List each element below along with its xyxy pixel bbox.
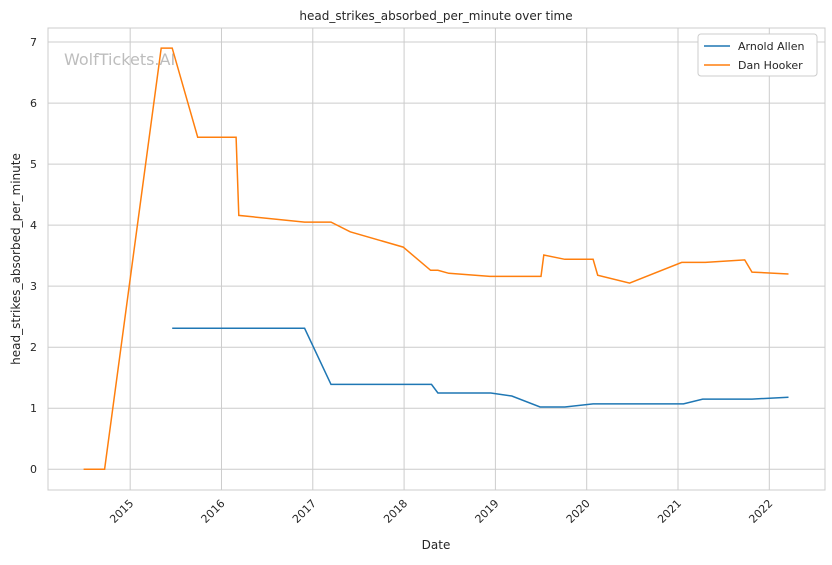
x-tick-label: 2021 <box>655 497 684 526</box>
y-tick-label: 4 <box>30 219 37 232</box>
y-tick-label: 7 <box>30 36 37 49</box>
watermark: WolfTickets.AI <box>64 50 175 69</box>
series-lines <box>83 47 789 470</box>
y-tick-label: 6 <box>30 97 37 110</box>
series-line-dan-hooker <box>83 47 789 470</box>
y-axis-label: head_strikes_absorbed_per_minute <box>9 153 23 365</box>
plot-frame <box>47 27 826 491</box>
series-line-arnold-allen <box>172 327 789 408</box>
y-tick-label: 5 <box>30 158 37 171</box>
legend-label: Dan Hooker <box>738 59 803 72</box>
legend-label: Arnold Allen <box>738 40 804 53</box>
y-tick-label: 3 <box>30 280 37 293</box>
y-tick-label: 2 <box>30 341 37 354</box>
x-tick-label: 2016 <box>199 497 228 526</box>
legend: Arnold Allen Dan Hooker <box>697 33 818 77</box>
x-tick-label: 2019 <box>473 497 502 526</box>
x-tick-label: 2015 <box>107 497 136 526</box>
chart-title: head_strikes_absorbed_per_minute over ti… <box>299 9 572 23</box>
y-tick-label: 0 <box>30 463 37 476</box>
grid <box>48 28 825 490</box>
y-tick-label: 1 <box>30 402 37 415</box>
x-axis-ticks: 2015 2016 2017 2018 2019 2020 2021 2022 <box>107 497 775 526</box>
y-axis-ticks: 0 1 2 3 4 5 6 7 <box>30 36 37 476</box>
x-tick-label: 2020 <box>564 497 593 526</box>
x-axis-label: Date <box>422 538 451 552</box>
x-tick-label: 2022 <box>746 497 775 526</box>
x-tick-label: 2018 <box>381 497 410 526</box>
x-tick-label: 2017 <box>290 497 319 526</box>
